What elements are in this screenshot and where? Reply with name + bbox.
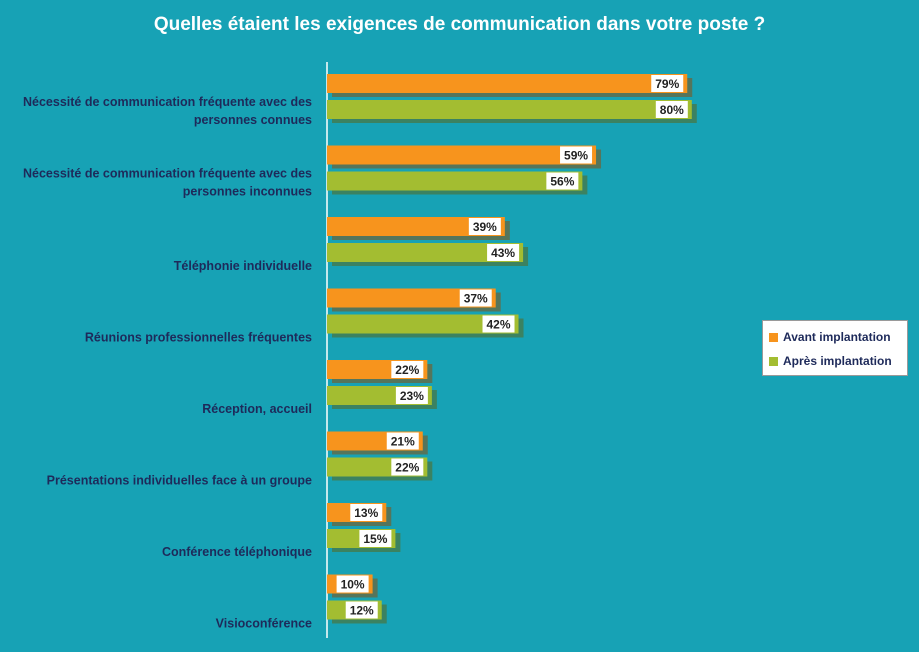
data-label: 22% bbox=[391, 361, 424, 378]
data-label-box bbox=[651, 75, 684, 92]
bar-face bbox=[327, 100, 692, 119]
category-label: Réunions professionnelles fréquentes bbox=[85, 331, 312, 345]
data-label-text: 21% bbox=[391, 435, 415, 449]
data-label: 13% bbox=[350, 504, 383, 521]
bar-face bbox=[327, 145, 597, 165]
data-label: 42% bbox=[482, 315, 515, 333]
data-label: 59% bbox=[560, 146, 593, 164]
bar-apres bbox=[327, 314, 524, 338]
data-label: 43% bbox=[487, 244, 520, 261]
data-label-box bbox=[359, 530, 392, 547]
bar-apres bbox=[327, 171, 588, 195]
data-label-box bbox=[391, 458, 424, 476]
data-label-text: 79% bbox=[655, 77, 679, 91]
legend-label-apres: Après implantation bbox=[783, 354, 892, 368]
data-label: 15% bbox=[359, 530, 392, 547]
data-label: 37% bbox=[459, 289, 492, 307]
data-label-text: 39% bbox=[473, 220, 497, 234]
data-label-box bbox=[546, 172, 579, 190]
bar-face bbox=[327, 243, 524, 262]
data-label-text: 10% bbox=[341, 578, 365, 592]
legend-item-apres: Après implantation bbox=[769, 349, 901, 373]
data-label-box bbox=[459, 289, 492, 307]
bar-face bbox=[327, 288, 496, 308]
data-label-text: 23% bbox=[400, 389, 424, 403]
data-label: 21% bbox=[386, 432, 419, 450]
data-label-box bbox=[391, 361, 424, 378]
data-label-box bbox=[350, 504, 383, 521]
bar-avant bbox=[327, 74, 693, 97]
data-label-box bbox=[468, 218, 501, 235]
legend-item-avant: Avant implantation bbox=[769, 325, 901, 349]
data-label-text: 56% bbox=[550, 175, 574, 189]
bar-face bbox=[327, 217, 505, 236]
legend-swatch-avant bbox=[769, 332, 778, 342]
data-label-text: 80% bbox=[660, 103, 684, 117]
legend-swatch-apres bbox=[769, 356, 778, 366]
bar-avant bbox=[327, 288, 501, 312]
bar-avant bbox=[327, 145, 602, 169]
data-label-text: 15% bbox=[363, 532, 387, 546]
data-label-text: 12% bbox=[350, 604, 374, 618]
data-label-text: 37% bbox=[464, 292, 488, 306]
data-label-text: 42% bbox=[487, 318, 511, 332]
category-label: Téléphonie individuelle bbox=[174, 259, 312, 273]
data-label-box bbox=[345, 601, 378, 619]
data-label-text: 43% bbox=[491, 246, 515, 260]
category-label: Nécessité de communication fréquente ave… bbox=[23, 167, 312, 181]
data-label-text: 22% bbox=[395, 363, 419, 377]
category-label: Visioconférence bbox=[216, 617, 312, 631]
data-label: 80% bbox=[655, 101, 688, 118]
data-label-box bbox=[487, 244, 520, 261]
bar-apres bbox=[327, 100, 697, 123]
bar-face bbox=[327, 171, 583, 191]
data-label: 56% bbox=[546, 172, 579, 190]
bar-face bbox=[327, 314, 519, 334]
data-label-text: 22% bbox=[395, 461, 419, 475]
data-label: 79% bbox=[651, 75, 684, 92]
category-label: Nécessité de communication fréquente ave… bbox=[23, 95, 312, 109]
bar-face bbox=[327, 74, 688, 93]
data-label-box bbox=[395, 387, 428, 404]
data-label-text: 59% bbox=[564, 149, 588, 163]
data-label: 23% bbox=[395, 387, 428, 404]
data-label-box bbox=[482, 315, 515, 333]
data-label-text: 13% bbox=[354, 506, 378, 520]
data-label: 12% bbox=[345, 601, 378, 619]
data-label-box bbox=[336, 575, 369, 593]
legend: Avant implantation Après implantation bbox=[762, 320, 908, 376]
data-label-box bbox=[655, 101, 688, 118]
data-label-box bbox=[386, 432, 419, 450]
data-label: 39% bbox=[468, 218, 501, 235]
data-label: 10% bbox=[336, 575, 369, 593]
data-label-box bbox=[560, 146, 593, 164]
category-label: Conférence téléphonique bbox=[162, 545, 312, 559]
legend-label-avant: Avant implantation bbox=[783, 330, 891, 344]
bar-apres bbox=[327, 243, 529, 266]
category-label: personnes connues bbox=[194, 113, 312, 127]
chart-title: Quelles étaient les exigences de communi… bbox=[153, 14, 766, 35]
bar-avant bbox=[327, 217, 510, 240]
category-label: Réception, accueil bbox=[202, 402, 312, 416]
category-label: Présentations individuelles face à un gr… bbox=[47, 474, 312, 488]
data-label: 22% bbox=[391, 458, 424, 476]
category-label: personnes inconnues bbox=[183, 185, 312, 199]
